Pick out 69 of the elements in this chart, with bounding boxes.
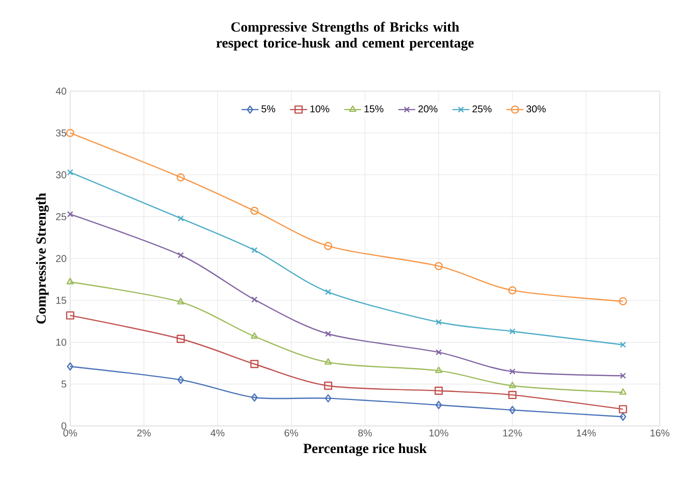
x-axis-title: Percentage rice husk bbox=[303, 443, 427, 456]
point bbox=[619, 388, 627, 395]
point bbox=[618, 405, 628, 414]
point bbox=[436, 349, 442, 356]
point bbox=[176, 173, 185, 182]
point bbox=[509, 328, 516, 334]
y-tick-label: 25 bbox=[56, 213, 66, 220]
x-tick-label: 4% bbox=[210, 429, 224, 436]
point bbox=[508, 390, 516, 400]
point bbox=[176, 334, 185, 343]
point bbox=[178, 215, 184, 222]
legend-label: 15% bbox=[364, 105, 384, 112]
x-tick-label: 12% bbox=[503, 429, 522, 436]
point bbox=[251, 296, 258, 303]
point bbox=[178, 252, 184, 258]
legend-label: 25% bbox=[472, 105, 492, 112]
y-tick-label: 10 bbox=[56, 338, 66, 346]
point bbox=[250, 360, 259, 368]
y-tick-label: 5 bbox=[62, 380, 66, 388]
y-axis-title: Compressive Strength bbox=[36, 192, 49, 324]
point bbox=[178, 376, 184, 384]
x-tick-label: 8% bbox=[358, 429, 372, 436]
y-tick-label: 15 bbox=[56, 296, 66, 304]
point bbox=[251, 247, 258, 254]
point bbox=[177, 298, 184, 304]
point bbox=[508, 382, 516, 388]
point bbox=[66, 311, 74, 320]
point bbox=[324, 242, 332, 250]
legend-label: 5% bbox=[262, 105, 276, 112]
point bbox=[435, 400, 442, 410]
point bbox=[250, 206, 259, 215]
point bbox=[67, 169, 74, 176]
point bbox=[508, 286, 516, 294]
legend-label: 20% bbox=[418, 105, 438, 112]
point bbox=[67, 211, 74, 218]
point bbox=[324, 394, 332, 402]
y-tick-label: 0 bbox=[62, 422, 66, 430]
x-tick-label: 0% bbox=[63, 429, 78, 436]
x-tick-label: 16% bbox=[650, 429, 670, 436]
x-tick-label: 14% bbox=[576, 429, 596, 436]
point bbox=[434, 386, 443, 395]
point bbox=[620, 342, 626, 348]
point bbox=[435, 366, 442, 373]
y-tick-label: 35 bbox=[56, 129, 66, 136]
point bbox=[436, 319, 442, 326]
point bbox=[324, 382, 332, 390]
point bbox=[251, 393, 258, 402]
y-tick-label: 40 bbox=[56, 88, 66, 95]
point bbox=[620, 412, 626, 421]
point bbox=[434, 262, 443, 270]
point bbox=[250, 332, 258, 339]
point bbox=[66, 278, 74, 284]
point bbox=[509, 368, 516, 375]
legend-label: 30% bbox=[526, 105, 546, 112]
x-tick-label: 6% bbox=[284, 429, 298, 436]
point bbox=[66, 128, 74, 138]
point bbox=[620, 372, 626, 379]
point bbox=[509, 406, 516, 414]
legend-label: 10% bbox=[310, 105, 330, 112]
chart-title: Compressive Strengths of Bricks with respect torice-husk and cement percentage bbox=[216, 22, 474, 51]
point bbox=[618, 297, 628, 306]
y-tick-label: 30 bbox=[56, 171, 66, 178]
point bbox=[325, 288, 332, 296]
x-tick-label: 10% bbox=[430, 429, 448, 436]
x-tick-label: 2% bbox=[137, 429, 151, 436]
y-tick-label: 20 bbox=[56, 254, 66, 262]
point bbox=[325, 330, 332, 337]
point bbox=[324, 358, 332, 365]
point bbox=[66, 362, 74, 371]
